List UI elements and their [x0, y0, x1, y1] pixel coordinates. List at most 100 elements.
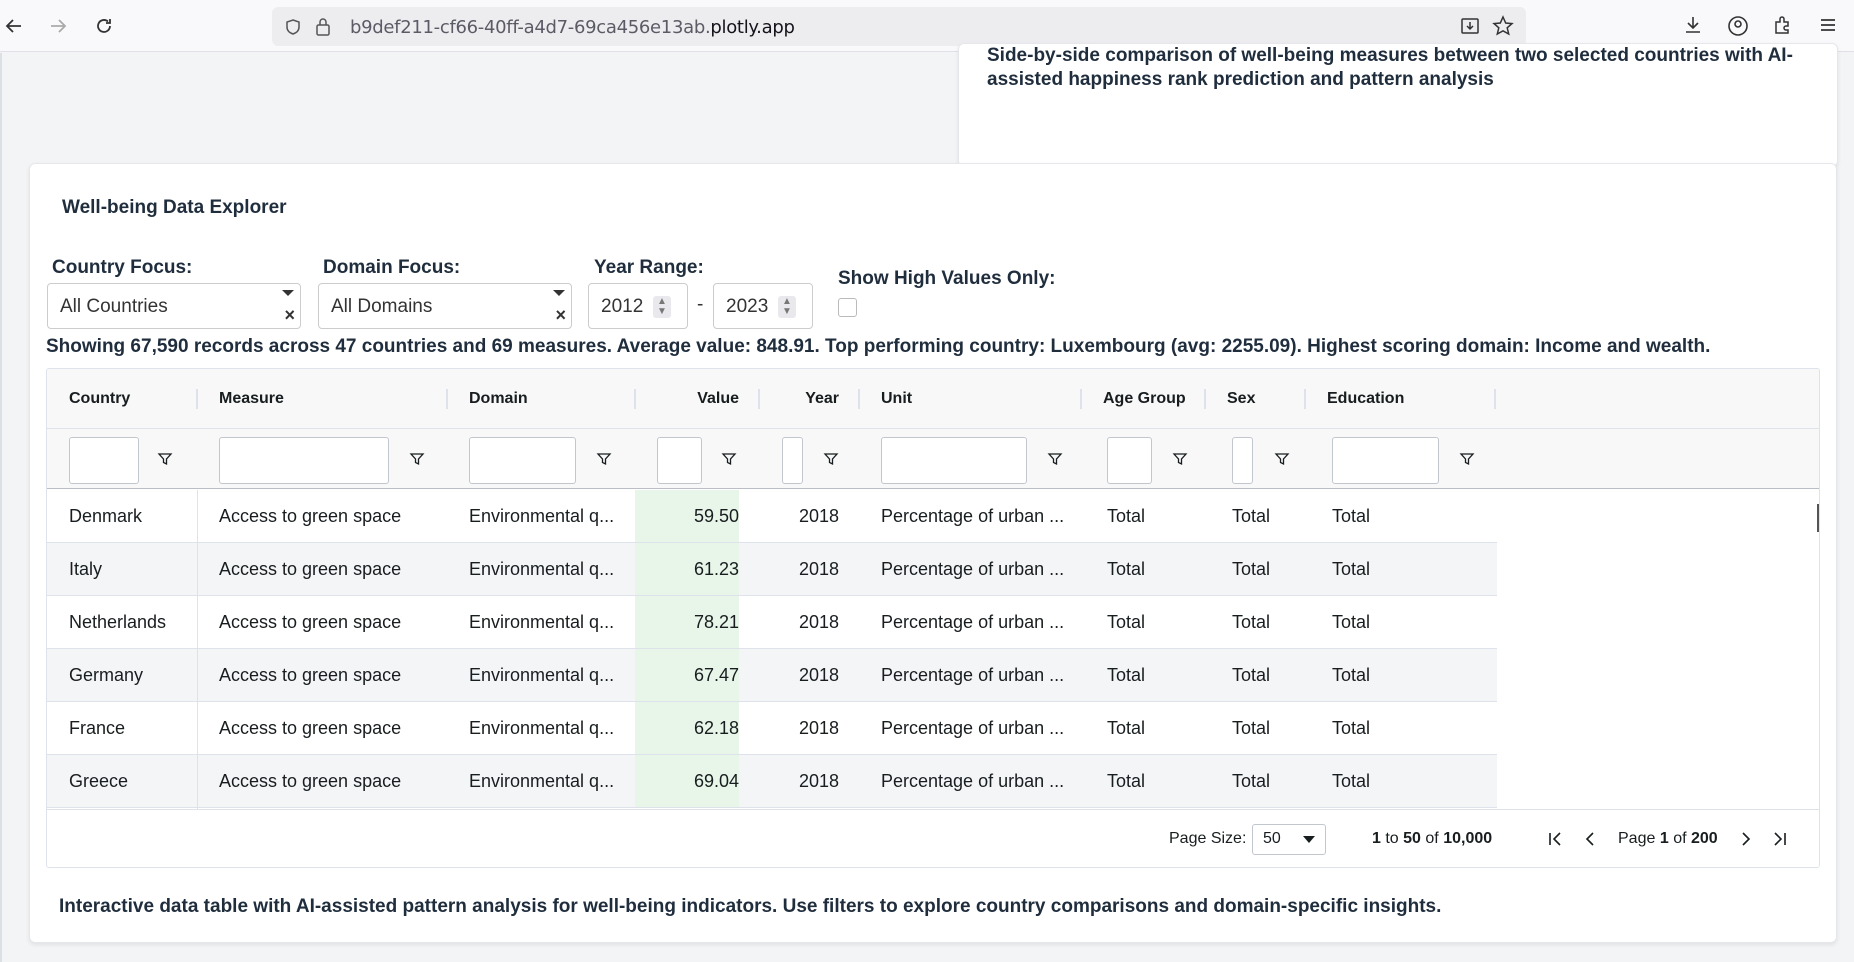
cell-year[interactable]: 2018	[798, 718, 839, 738]
address-bar[interactable]: b9def211-cf66-40ff-a4d7-69ca456e13ab.plo…	[272, 7, 1526, 46]
page-size-select[interactable]: 50	[1252, 824, 1326, 855]
filter-icon[interactable]	[1172, 451, 1188, 467]
filter-icon[interactable]	[1047, 451, 1063, 467]
filter-input-country[interactable]	[69, 437, 139, 484]
cell-measure[interactable]: Access to green space	[219, 506, 402, 526]
forward-arrow-icon[interactable]	[44, 12, 72, 40]
column-resize-handle[interactable]	[1304, 389, 1306, 409]
cell-year[interactable]: 2018	[798, 506, 839, 526]
cell-sex[interactable]: Total	[1232, 559, 1271, 579]
country-focus-dropdown[interactable]: All Countries ×	[47, 283, 301, 329]
cell-value[interactable]: 78.21	[635, 596, 739, 648]
filter-input-year[interactable]	[782, 437, 803, 484]
high-values-checkbox[interactable]	[838, 298, 857, 317]
cell-value[interactable]: 69.04	[635, 755, 739, 807]
cell-age-group[interactable]: Total	[1107, 665, 1146, 685]
downloads-icon[interactable]	[1682, 14, 1704, 36]
lock-icon[interactable]	[314, 17, 332, 37]
table-row[interactable]: France Access to green space Environment…	[47, 702, 1497, 755]
cell-value[interactable]: 61.23	[635, 543, 739, 595]
year-to-input[interactable]: 2023 ▲ ▼	[713, 283, 813, 329]
clear-icon[interactable]: ×	[555, 305, 566, 325]
cell-year[interactable]: 2018	[798, 612, 839, 632]
filter-icon[interactable]	[1459, 451, 1475, 467]
cell-country[interactable]: Netherlands	[69, 612, 167, 632]
cell-country[interactable]: Italy	[69, 559, 103, 579]
save-page-icon[interactable]	[1460, 16, 1480, 36]
year-from-input[interactable]: 2012 ▲ ▼	[588, 283, 688, 329]
cell-age-group[interactable]: Total	[1107, 612, 1146, 632]
account-icon[interactable]	[1726, 14, 1750, 38]
filter-icon[interactable]	[1274, 451, 1290, 467]
column-resize-handle[interactable]	[1080, 389, 1082, 409]
cell-measure[interactable]: Access to green space	[219, 612, 402, 632]
cell-education[interactable]: Total	[1332, 612, 1371, 632]
cell-education[interactable]: Total	[1332, 718, 1371, 738]
spinner-icon[interactable]: ▲ ▼	[778, 296, 796, 318]
back-arrow-icon[interactable]	[0, 12, 28, 40]
filter-input-sex[interactable]	[1232, 437, 1253, 484]
column-header-age-group[interactable]: Age Group	[1103, 390, 1186, 407]
cell-country[interactable]: France	[69, 718, 126, 738]
cell-unit[interactable]: Percentage of urban ...	[881, 506, 1065, 526]
column-header-measure[interactable]: Measure	[219, 390, 284, 407]
filter-input-measure[interactable]	[219, 437, 389, 484]
cell-sex[interactable]: Total	[1232, 506, 1271, 526]
cell-unit[interactable]: Percentage of urban ...	[881, 718, 1065, 738]
cell-measure[interactable]: Access to green space	[219, 665, 402, 685]
column-header-unit[interactable]: Unit	[881, 390, 913, 407]
filter-icon[interactable]	[596, 451, 612, 467]
cell-sex[interactable]: Total	[1232, 771, 1271, 791]
table-row[interactable]: Italy Access to green space Environmenta…	[47, 543, 1497, 596]
cell-unit[interactable]: Percentage of urban ...	[881, 771, 1065, 791]
column-resize-handle[interactable]	[1494, 389, 1496, 409]
spinner-icon[interactable]: ▲ ▼	[653, 296, 671, 318]
cell-year[interactable]: 2018	[798, 771, 839, 791]
filter-input-domain[interactable]	[469, 437, 576, 484]
table-row[interactable]: Netherlands Access to green space Enviro…	[47, 596, 1497, 649]
column-resize-handle[interactable]	[196, 389, 198, 409]
filter-icon[interactable]	[823, 451, 839, 467]
cell-domain[interactable]: Environmental q...	[469, 665, 615, 685]
cell-country[interactable]: Denmark	[69, 506, 143, 526]
shield-icon[interactable]	[284, 18, 302, 36]
column-header-education[interactable]: Education	[1327, 390, 1405, 407]
column-resize-handle[interactable]	[634, 389, 636, 409]
reload-icon[interactable]	[90, 12, 118, 40]
column-header-domain[interactable]: Domain	[469, 390, 528, 407]
column-header-value[interactable]: Value	[697, 390, 739, 407]
cell-unit[interactable]: Percentage of urban ...	[881, 665, 1065, 685]
bookmark-star-icon[interactable]	[1492, 15, 1514, 37]
cell-age-group[interactable]: Total	[1107, 559, 1146, 579]
filter-icon[interactable]	[157, 451, 173, 467]
cell-country[interactable]: Germany	[69, 665, 144, 685]
cell-domain[interactable]: Environmental q...	[469, 506, 615, 526]
column-resize-handle[interactable]	[446, 389, 448, 409]
cell-sex[interactable]: Total	[1232, 612, 1271, 632]
cell-country[interactable]: Greece	[69, 771, 129, 791]
filter-input-age-group[interactable]	[1107, 437, 1152, 484]
filter-icon[interactable]	[409, 451, 425, 467]
cell-education[interactable]: Total	[1332, 559, 1371, 579]
chevron-down-icon[interactable]	[282, 290, 294, 296]
cell-measure[interactable]: Access to green space	[219, 771, 402, 791]
next-page-icon[interactable]	[1735, 828, 1757, 850]
filter-input-value[interactable]	[657, 437, 702, 484]
cell-age-group[interactable]: Total	[1107, 506, 1146, 526]
vertical-scrollbar[interactable]	[1817, 504, 1819, 532]
cell-education[interactable]: Total	[1332, 771, 1371, 791]
cell-measure[interactable]: Access to green space	[219, 559, 402, 579]
cell-domain[interactable]: Environmental q...	[469, 612, 615, 632]
column-header-sex[interactable]: Sex	[1227, 390, 1256, 407]
column-resize-handle[interactable]	[758, 389, 760, 409]
cell-unit[interactable]: Percentage of urban ...	[881, 559, 1065, 579]
cell-age-group[interactable]: Total	[1107, 771, 1146, 791]
column-resize-handle[interactable]	[858, 389, 860, 409]
cell-domain[interactable]: Environmental q...	[469, 718, 615, 738]
cell-value[interactable]: 67.47	[635, 649, 739, 701]
cell-value[interactable]: 62.18	[635, 702, 739, 754]
cell-domain[interactable]: Environmental q...	[469, 771, 615, 791]
column-resize-handle[interactable]	[1204, 389, 1206, 409]
cell-education[interactable]: Total	[1332, 665, 1371, 685]
cell-year[interactable]: 2018	[798, 559, 839, 579]
